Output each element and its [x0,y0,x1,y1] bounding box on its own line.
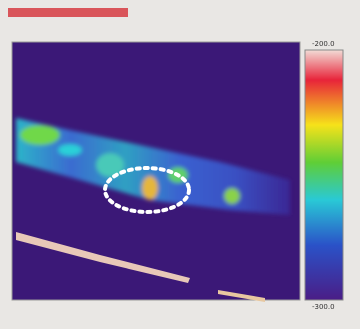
colorbar-top-label: -200.0 [312,40,335,48]
colorbar [305,50,343,300]
colorbar-bottom-label: -300.0 [312,303,335,311]
title-bar [8,8,128,17]
screen: -200.0 -300.0 [0,0,360,329]
